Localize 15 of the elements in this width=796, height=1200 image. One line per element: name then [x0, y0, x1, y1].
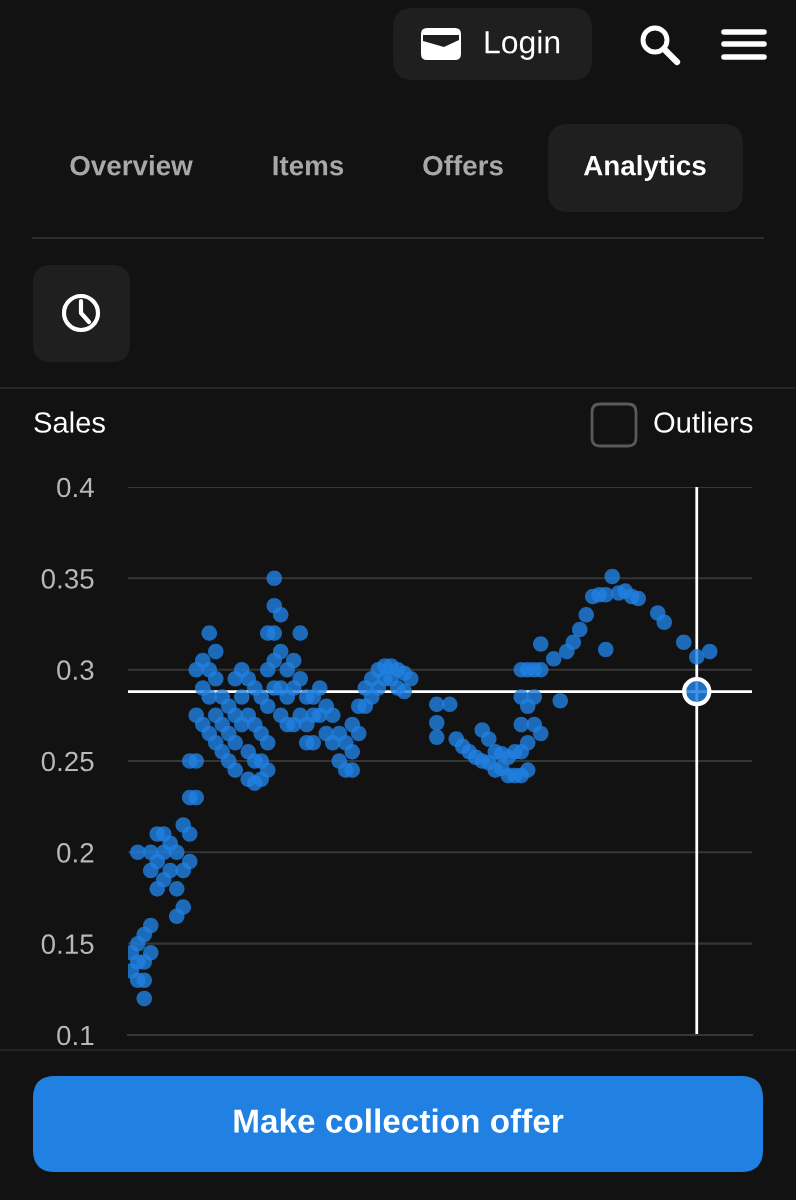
- y-tick-label: 0.4: [57, 477, 94, 498]
- y-tick-label: 0.15: [41, 934, 94, 955]
- text: Login: [485, 30, 560, 60]
- y-tick-label: 0.35: [41, 569, 94, 589]
- text: Offers: [423, 155, 503, 176]
- y-tick-label: 0.25: [41, 751, 94, 772]
- text: Analytics: [583, 155, 706, 181]
- text: Outliers: [654, 411, 753, 433]
- chart-title: Sales: [34, 411, 105, 433]
- y-tick-label: 0.2: [57, 843, 94, 863]
- y-tick-label: 0.1: [57, 1025, 94, 1046]
- text: Overview: [70, 155, 193, 176]
- text: Make collection offer: [234, 1108, 564, 1133]
- y-tick-label: 0.3: [57, 660, 94, 681]
- text: Items: [273, 156, 344, 176]
